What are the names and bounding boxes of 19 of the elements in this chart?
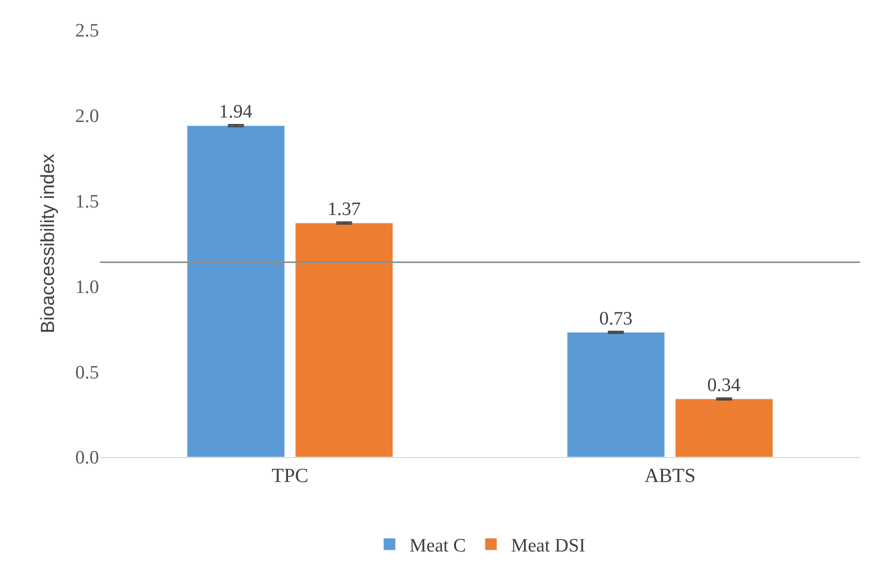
y-tick-label: 1.0 <box>75 276 99 298</box>
bar <box>566 332 665 457</box>
data-label: 1.37 <box>328 199 361 220</box>
data-label: 0.34 <box>707 374 742 396</box>
y-tick-label: 1.5 <box>75 191 99 212</box>
legend-label: Meat C <box>410 536 466 557</box>
legend-label: Meat DSI <box>510 536 586 557</box>
y-tick-label: 0.0 <box>75 448 99 469</box>
y-tick-label: 0.5 <box>75 362 99 384</box>
data-label: 1.94 <box>218 102 253 123</box>
y-axis-title: Bioaccessibility index <box>38 153 60 334</box>
x-tick-label: TPC <box>272 465 308 487</box>
data-label: 0.73 <box>599 308 632 330</box>
y-tick-label: 2.0 <box>75 106 99 128</box>
y-tick-label: 2.5 <box>75 20 99 42</box>
x-tick-label: ABTS <box>644 465 696 487</box>
bar <box>295 222 394 457</box>
bar <box>186 125 285 457</box>
bar <box>675 398 774 457</box>
